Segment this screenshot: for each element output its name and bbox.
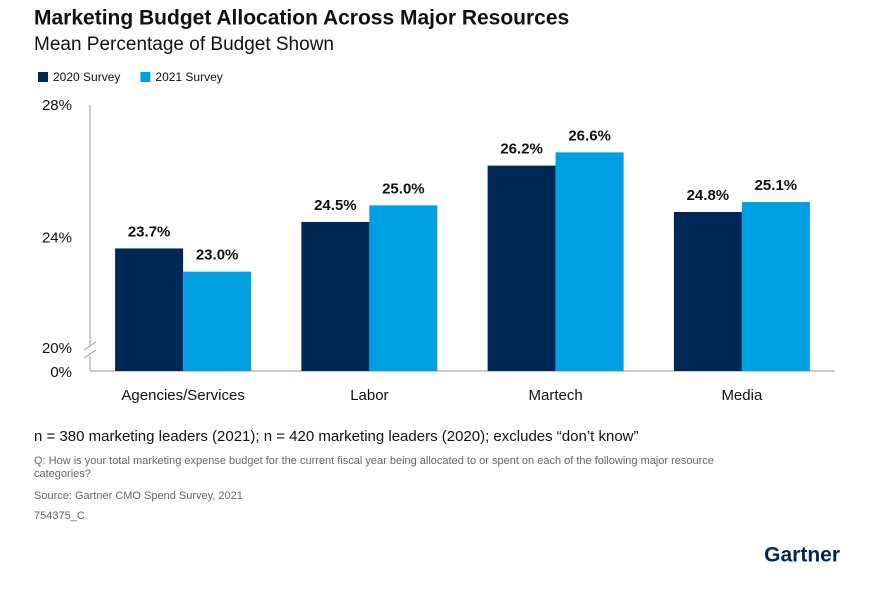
bar <box>487 165 556 371</box>
value-label: 25.0% <box>382 180 425 197</box>
value-label: 26.2% <box>500 141 543 158</box>
bar <box>369 205 438 371</box>
y-tick-label: 24% <box>42 229 72 246</box>
question: Q: How is your total marketing expense b… <box>34 455 714 480</box>
bar <box>673 212 742 371</box>
legend-label: 2021 Survey <box>155 70 222 84</box>
source: Source: Gartner CMO Spend Survey, 2021 <box>34 490 243 502</box>
chart-subtitle: Mean Percentage of Budget Shown <box>34 34 334 55</box>
axis-break <box>83 341 97 351</box>
value-label: 25.1% <box>755 177 798 194</box>
x-tick-label: Agencies/Services <box>121 387 244 404</box>
x-tick-label: Martech <box>529 387 583 404</box>
value-label: 24.8% <box>687 187 730 204</box>
value-label: 26.6% <box>568 127 611 144</box>
y-tick-label: 0% <box>50 364 72 381</box>
value-label: 23.0% <box>196 247 239 264</box>
value-label: 23.7% <box>128 223 171 240</box>
doc-id: 754375_C <box>34 510 85 522</box>
legend-label: 2020 Survey <box>53 70 120 84</box>
legend-swatch <box>140 72 151 82</box>
y-tick-label: 20% <box>42 340 72 357</box>
value-label: 24.5% <box>314 197 357 214</box>
legend-swatch <box>38 72 48 82</box>
chart-title: Marketing Budget Allocation Across Major… <box>34 7 569 30</box>
bar <box>741 202 810 371</box>
bar <box>555 152 624 371</box>
x-tick-label: Media <box>721 387 763 404</box>
bar <box>183 271 252 371</box>
bar <box>301 221 370 371</box>
y-tick-label: 28% <box>42 97 72 114</box>
brand: Gartner <box>764 544 840 567</box>
sample-note: n = 380 marketing leaders (2021); n = 42… <box>34 428 639 445</box>
bar <box>115 248 184 371</box>
x-tick-label: Labor <box>350 387 388 404</box>
axis-break <box>83 349 97 359</box>
question-box: Q: How is your total marketing expense b… <box>34 455 714 480</box>
